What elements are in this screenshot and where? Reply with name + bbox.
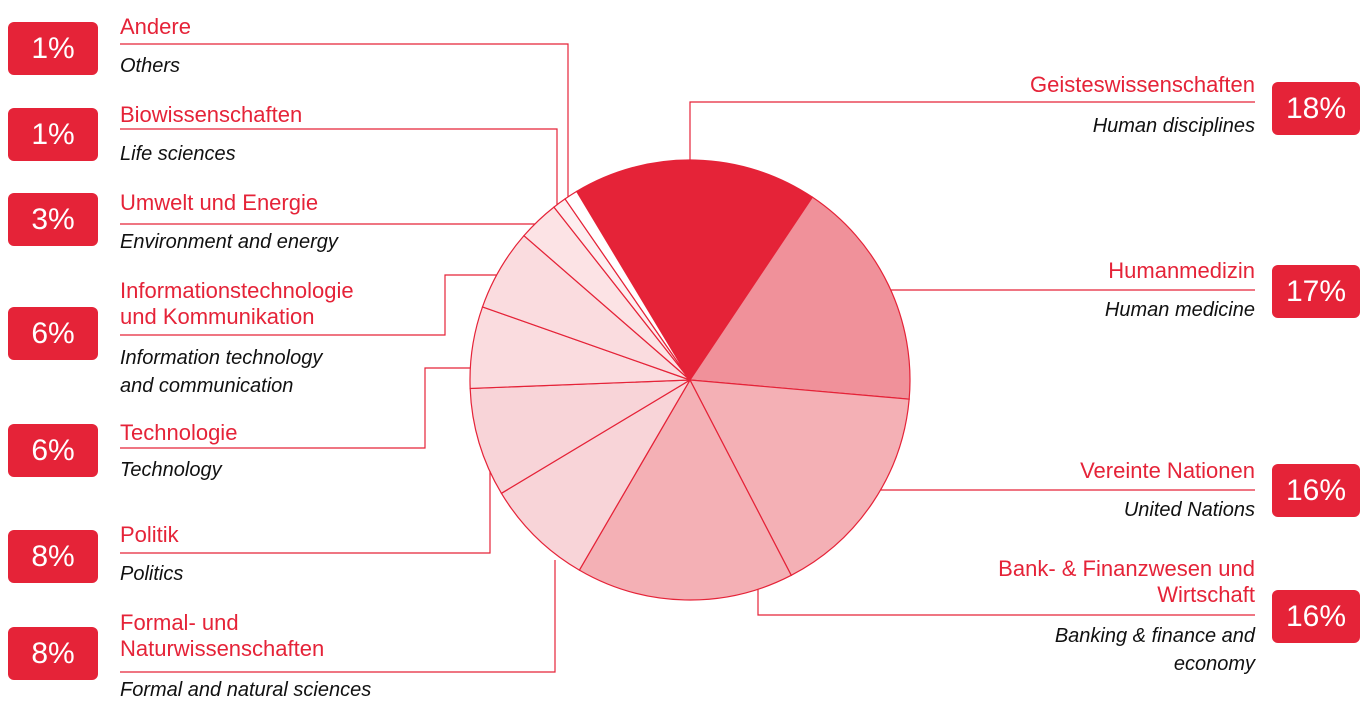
value-badge: 18% <box>1272 82 1360 135</box>
category-label: Biowissenschaften <box>120 102 303 127</box>
leader-line <box>120 367 470 449</box>
category-label: Formal- und Naturwissenschaften <box>120 610 325 661</box>
leader-line <box>120 471 491 554</box>
translation-label: Others <box>120 55 181 77</box>
translation-label: Life sciences <box>120 143 236 165</box>
category-label: Bank- & Finanzwesen und Wirtschaft <box>998 556 1255 607</box>
translation-label: United Nations <box>1123 499 1255 521</box>
value-badge: 1% <box>8 22 98 75</box>
value-badge: 6% <box>8 307 98 360</box>
category-label: Geisteswissenschaften <box>1030 72 1255 97</box>
pie-slice <box>469 379 691 495</box>
pie-slice <box>500 379 691 571</box>
pie-slice <box>688 379 910 577</box>
translation-label: Human medicine <box>1104 299 1255 321</box>
value-badge: 17% <box>1272 265 1360 318</box>
category-label: Andere <box>120 14 191 39</box>
value-badge: 6% <box>8 424 98 477</box>
translation-label: Human disciplines <box>1092 115 1255 137</box>
value-badge: 16% <box>1272 590 1360 643</box>
translation-label: Environment and energy <box>120 231 338 253</box>
value-badge: 16% <box>1272 464 1360 517</box>
leader-line <box>757 589 1255 616</box>
pie-slice <box>564 190 691 381</box>
value-badge: 8% <box>8 627 98 680</box>
pie-slice <box>688 196 911 400</box>
translation-label: Information technology and communication <box>120 347 323 397</box>
translation-label: Politics <box>120 563 184 585</box>
value-badge: 3% <box>8 193 98 246</box>
leader-line <box>120 274 497 336</box>
value-badge: 8% <box>8 530 98 583</box>
translation-label: Banking & finance and economy <box>1054 625 1255 675</box>
leader-line <box>120 128 558 205</box>
category-label: Umwelt und Energie <box>120 190 319 215</box>
pie-slice <box>578 378 793 601</box>
leader-line <box>689 101 1255 160</box>
category-label: Technologie <box>120 420 238 445</box>
category-label: Politik <box>120 522 179 547</box>
category-label: Humanmedizin <box>1108 258 1255 283</box>
pie-slice <box>575 159 814 382</box>
leader-line <box>120 560 556 673</box>
category-label: Vereinte Nationen <box>1080 458 1255 483</box>
translation-label: Formal and natural sciences <box>120 679 372 701</box>
leader-line <box>120 43 569 197</box>
translation-label: Technology <box>120 459 222 481</box>
value-badge: 1% <box>8 108 98 161</box>
category-label: Informationstechnologie und Kommunikatio… <box>120 278 354 329</box>
